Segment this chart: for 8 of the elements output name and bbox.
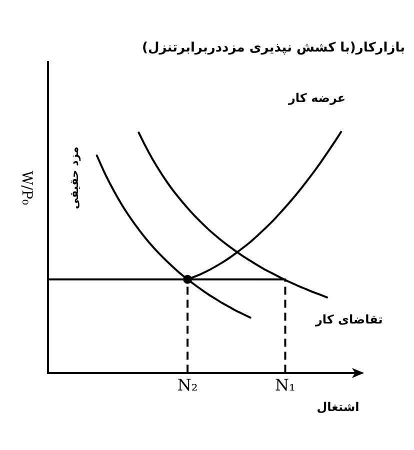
x-tick-label: N₁	[275, 376, 296, 395]
chart-title: بازارکار(با کشش نپذیری مزددربرابرتنزل)	[142, 40, 405, 56]
x-axis-title: اشتغال	[316, 400, 360, 414]
text: عرضه کار	[288, 90, 346, 105]
y-axis-title: W/P₀	[18, 170, 34, 206]
x-tick-label: N₂	[177, 376, 198, 395]
series-label: تقاضای کار	[314, 312, 383, 327]
annotation: مزد حقیقی	[68, 146, 81, 210]
